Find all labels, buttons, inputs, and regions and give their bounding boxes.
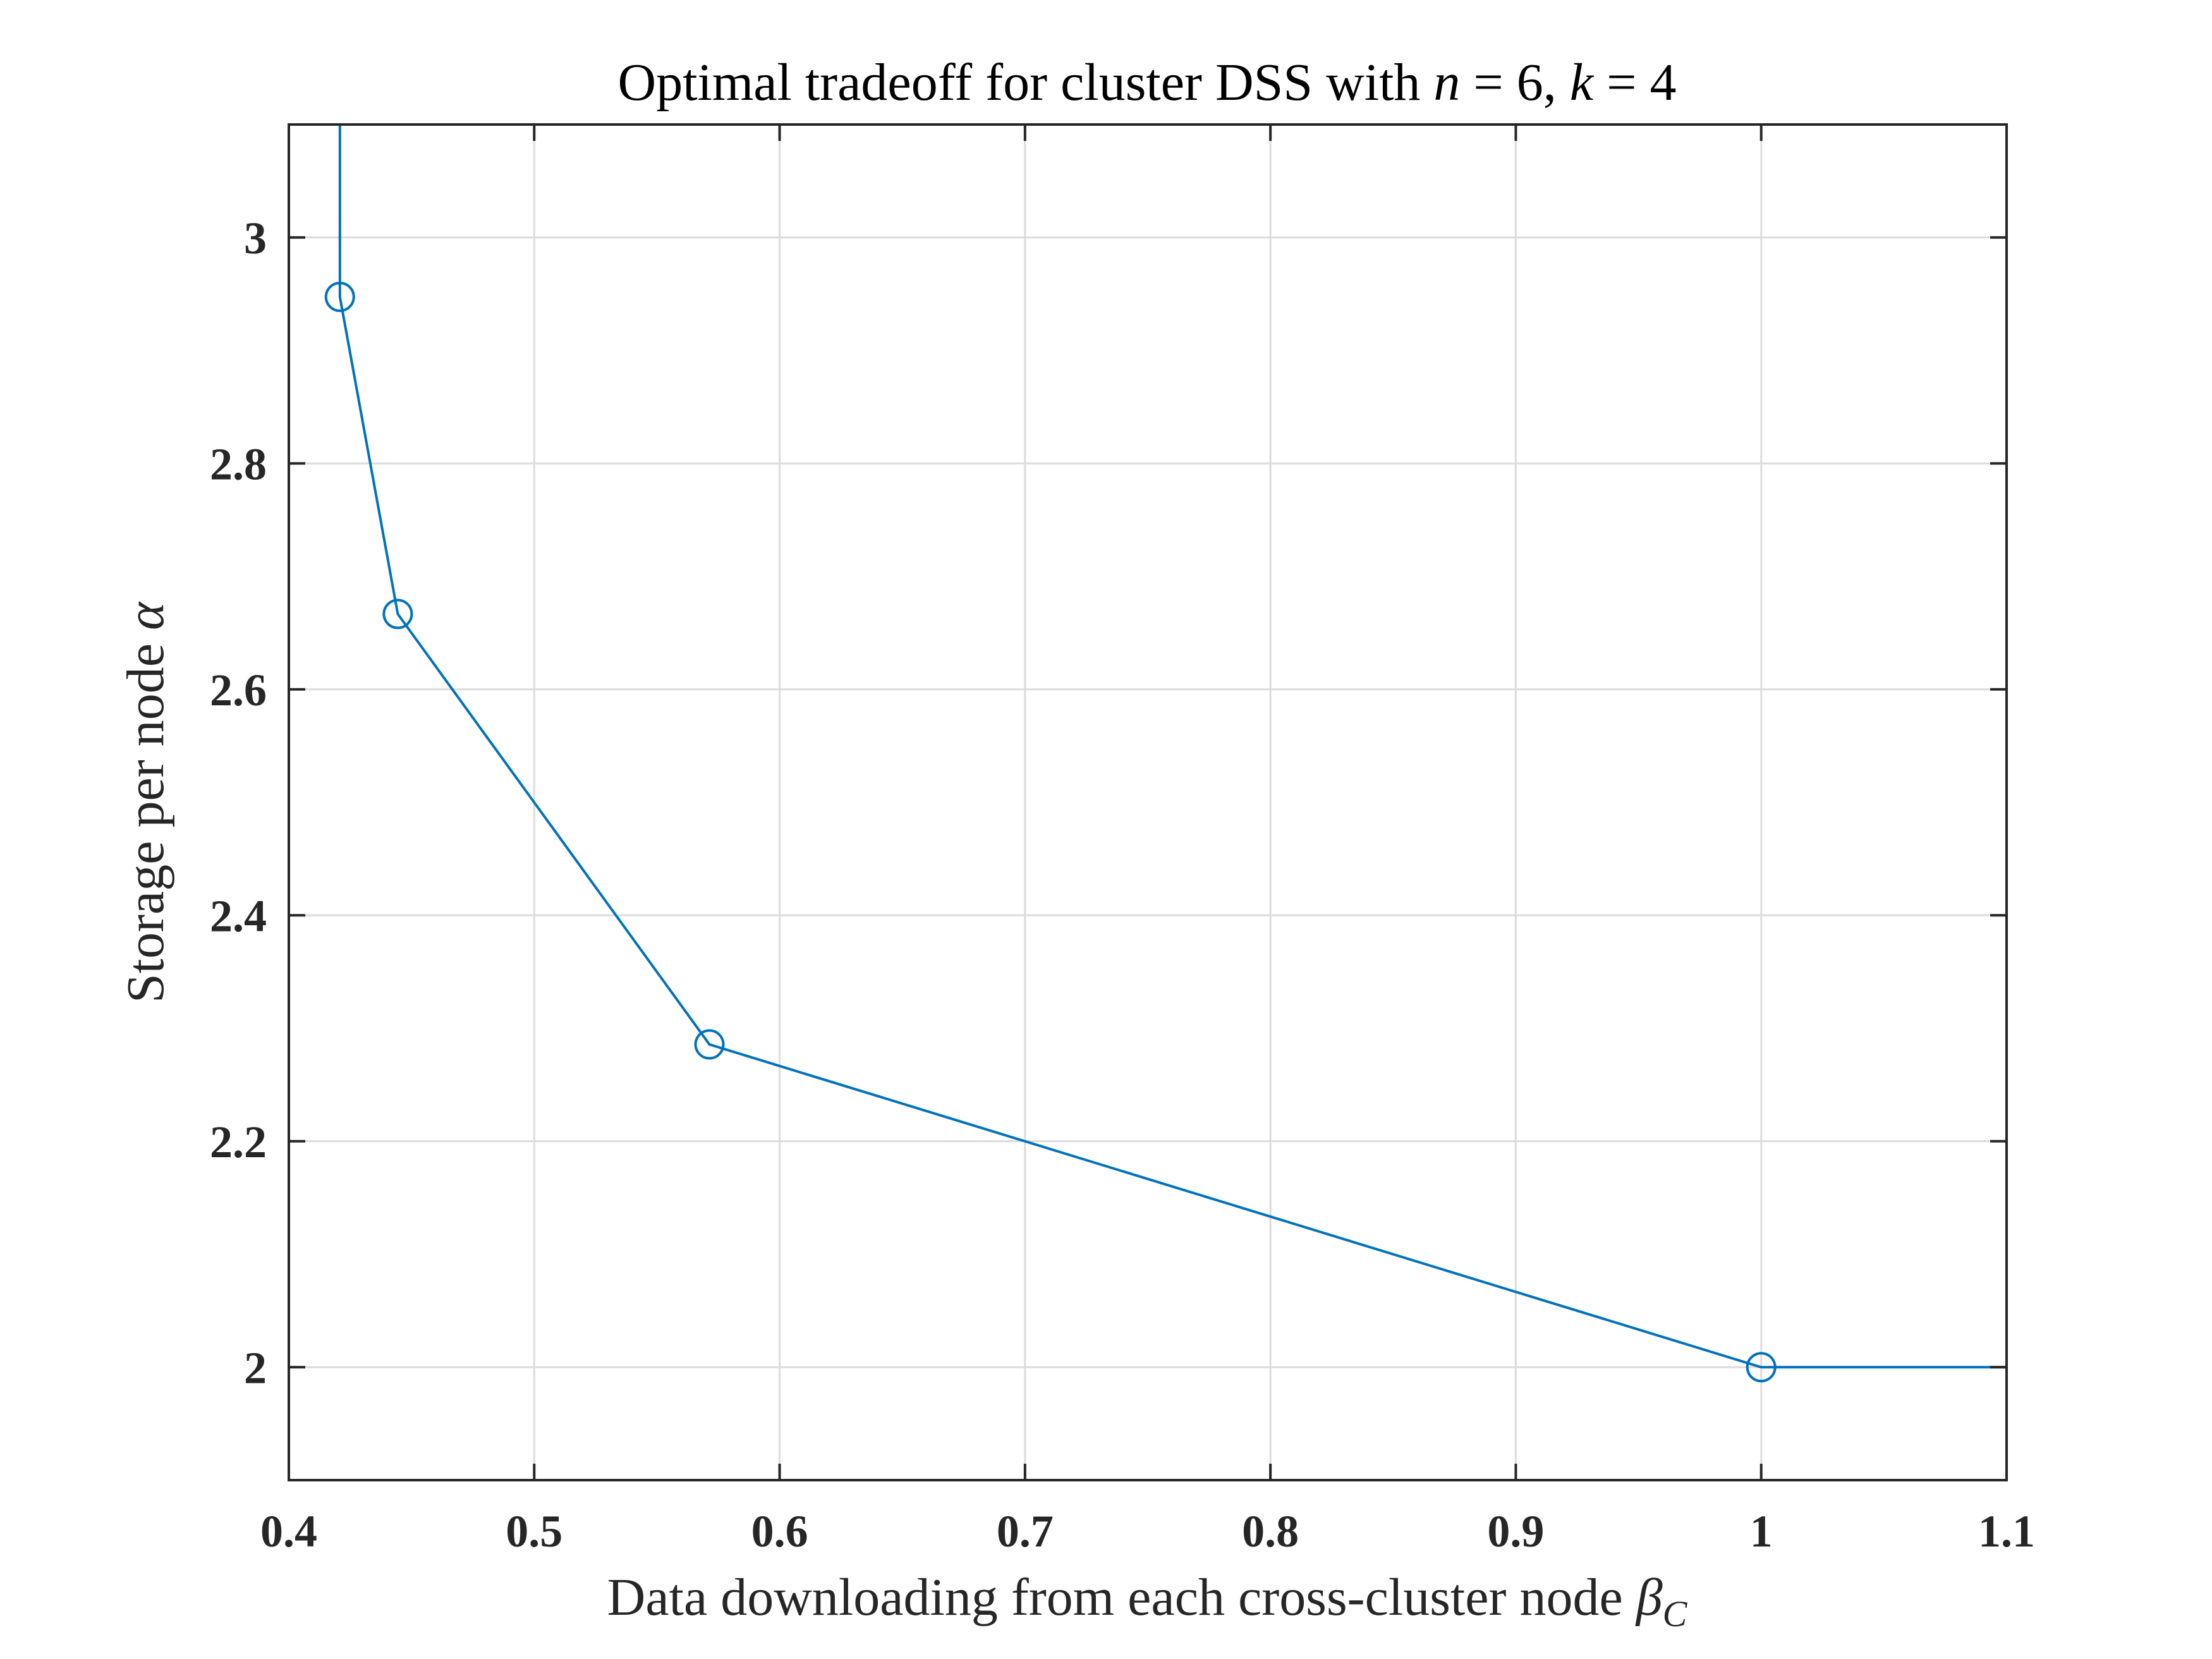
y-axis-label-text: Storage per node xyxy=(116,630,175,1003)
x-tick-label: 1 xyxy=(1750,1506,1773,1557)
title-prefix: Optimal tradeoff for cluster DSS with xyxy=(618,53,1434,112)
grid xyxy=(289,125,2007,1480)
x-tick-label: 1.1 xyxy=(1978,1506,2035,1557)
x-tick-label: 0.9 xyxy=(1487,1506,1544,1557)
x-tick-label: 0.4 xyxy=(260,1506,317,1557)
axes-box xyxy=(288,123,2008,1481)
series-layer xyxy=(324,125,2007,1383)
y-axis-label: Storage per node α xyxy=(116,601,175,1003)
x-axis-label-subscript: C xyxy=(1663,1593,1688,1634)
chart-title: Optimal tradeoff for cluster DSS with n … xyxy=(618,53,1677,112)
data-point-marker xyxy=(694,1029,725,1060)
y-axis-label-symbol: α xyxy=(116,601,175,630)
tick-labels: 0.4 0.5 0.6 0.7 0.8 0.9 1 1.1 2 2.2 2.4 2.6 2.8 3 xyxy=(210,213,2035,1557)
x-tick-label: 0.7 xyxy=(997,1506,1054,1557)
ticks xyxy=(288,125,2008,1480)
data-point-marker xyxy=(324,281,355,312)
x-axis-label-symbol: β xyxy=(1635,1568,1663,1627)
title-k-value: = 4 xyxy=(1593,53,1676,112)
title-n-symbol: n xyxy=(1433,53,1460,112)
x-axis-label-text: Data downloading from each cross-cluster… xyxy=(607,1568,1636,1627)
data-point-marker xyxy=(382,599,413,629)
x-tick-label: 0.8 xyxy=(1242,1506,1299,1557)
y-tick-label: 2 xyxy=(244,1342,267,1393)
y-tick-label: 2.6 xyxy=(210,665,267,715)
y-tick-label: 2.8 xyxy=(210,439,267,489)
y-tick-label: 3 xyxy=(244,213,267,264)
y-tick-label: 2.2 xyxy=(210,1117,267,1167)
y-tick-label: 2.4 xyxy=(210,890,267,941)
title-k-symbol: k xyxy=(1570,53,1595,112)
x-tick-label: 0.6 xyxy=(751,1506,808,1557)
series-line-tradeoff xyxy=(338,125,2007,1369)
x-tick-label: 0.5 xyxy=(506,1506,562,1557)
x-axis-label: Data downloading from each cross-cluster… xyxy=(607,1568,1688,1634)
data-point-marker xyxy=(1746,1352,1777,1383)
title-n-value: = 6, xyxy=(1460,53,1569,112)
